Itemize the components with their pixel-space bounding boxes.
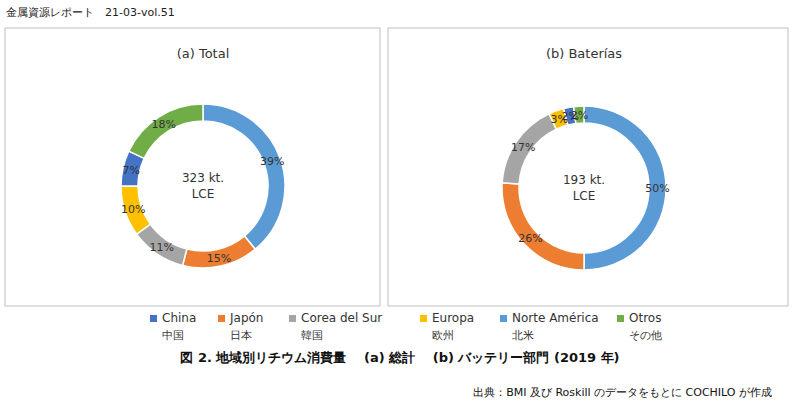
figure: 金属資源レポート 21-03-vol.51 (a) Total 39% 15% 11% 1… (0, 0, 800, 418)
center-text: 193 kt. (563, 173, 605, 187)
donut: 50%26%17%3%2%2%193 kt.LCE (502, 106, 670, 270)
legend-item: Europa 欧州 (420, 311, 474, 342)
legend-item: Corea del Sur 韓国 (289, 311, 382, 342)
legend-item: China 中国 (150, 311, 196, 342)
chart-panel: (a) Total 39% 15% 11% 10% 7% 18% 323 kt. LCE (5, 28, 380, 306)
data-label: 18% (151, 118, 175, 131)
data-label: 17% (511, 141, 535, 154)
legend-item: Otros その他 (617, 311, 662, 342)
legend-label: Corea del Sur (301, 311, 382, 325)
data-label: 11% (149, 241, 173, 254)
panel-frame (388, 28, 788, 306)
legend-label: China (162, 311, 196, 325)
legend-swatch (150, 315, 157, 322)
data-label: 2% (571, 108, 588, 121)
center-text: LCE (192, 187, 215, 201)
chart-title: (b) Baterías (546, 46, 622, 61)
data-label: 15% (207, 252, 231, 265)
data-label: 39% (260, 155, 284, 168)
legend-label: Norte América (512, 311, 599, 325)
legend-swatch (289, 315, 296, 322)
legend-label: Otros (629, 311, 661, 325)
slice (137, 224, 187, 265)
legend-label-ja: 韓国 (301, 329, 323, 342)
slice (121, 186, 150, 234)
chart-title: (a) Total (177, 46, 230, 61)
data-label: 50% (645, 182, 669, 195)
legend-label-ja: 北米 (512, 329, 534, 342)
center-text: LCE (573, 189, 596, 203)
center-text: 323 kt. (182, 171, 224, 185)
legend: China 中国 Japón 日本 Corea del Sur 韓国 Europa 欧州 Nor… (150, 311, 662, 342)
legend-swatch (500, 315, 507, 322)
legend-item: Japón 日本 (218, 311, 263, 342)
slice (183, 236, 256, 268)
chart-panel: (b) Baterías50%26%17%3%2%2%193 kt.LCE (388, 28, 788, 306)
legend-label-ja: 欧州 (432, 329, 454, 342)
legend-swatch (617, 315, 624, 322)
donut: 39% 15% 11% 10% 7% 18% 323 kt. LCE (121, 104, 285, 268)
legend-item: Norte América 北米 (500, 311, 599, 342)
legend-label-ja: 日本 (230, 329, 252, 342)
legend-label-ja: 中国 (162, 329, 184, 342)
data-label: 10% (121, 203, 145, 216)
slice (502, 114, 556, 184)
legend-swatch (420, 315, 427, 322)
data-label: 7% (123, 164, 140, 177)
legend-label-ja: その他 (629, 329, 662, 342)
header: 金属資源レポート 21-03-vol.51 (6, 6, 175, 19)
legend-label: Europa (432, 311, 474, 325)
panel-frame (5, 28, 380, 306)
data-label: 26% (518, 232, 542, 245)
legend-label: Japón (229, 311, 263, 325)
caption: 図 2. 地域別リチウム消費量 (a) 総計 (b) バッテリー部門 (2019… (180, 350, 619, 365)
slice (129, 104, 203, 158)
source: 出典：BMI 及び Roskill のデータをもとに COCHILO が作成 (473, 386, 772, 399)
legend-swatch (218, 315, 225, 322)
